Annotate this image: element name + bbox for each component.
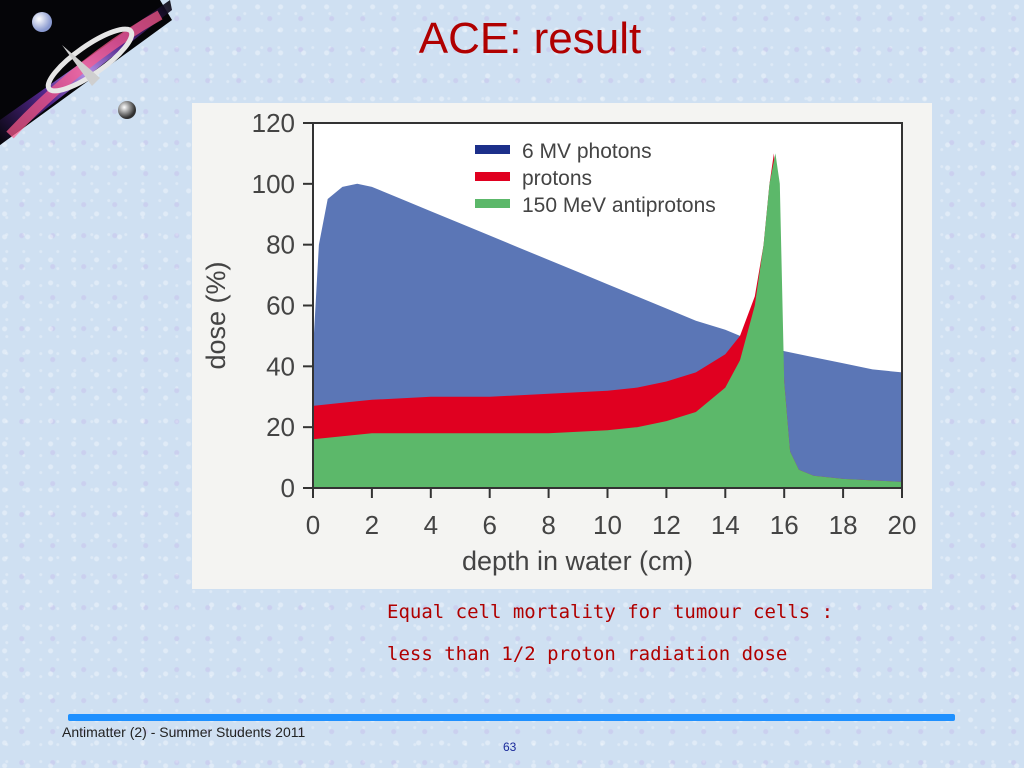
x-tick-label-16: 16	[770, 510, 799, 540]
slide-title: ACE: result	[418, 14, 642, 63]
y-tick-label-80: 80	[266, 230, 295, 260]
x-tick-label-2: 2	[365, 510, 379, 540]
legend-label-3: 150 MeV antiprotons	[522, 194, 716, 217]
y-tick-label-120: 120	[252, 108, 295, 138]
y-axis-label: dose (%)	[201, 261, 231, 369]
x-axis-label: depth in water (cm)	[462, 546, 693, 576]
x-tick-label-6: 6	[482, 510, 496, 540]
x-tick-label-14: 14	[711, 510, 740, 540]
y-tick-label-100: 100	[252, 169, 295, 199]
x-tick-label-18: 18	[829, 510, 858, 540]
caption-line-1: Equal cell mortality for tumour cells :	[387, 601, 834, 623]
chart-svg: 0 20 40 60 80 100 120 0 2 4 6 8 10 12 14 16 18 20 depth in…	[201, 108, 917, 576]
x-tick-label-12: 12	[652, 510, 681, 540]
x-tick-label-0: 0	[306, 510, 320, 540]
y-tick-label-40: 40	[266, 351, 295, 381]
legend-swatch-3	[475, 199, 510, 208]
logo-image	[0, 0, 172, 145]
caption-line-2: less than 1/2 proton radiation dose	[387, 643, 788, 665]
footer-text: Antimatter (2) - Summer Students 2011	[62, 724, 306, 740]
x-tick-label-10: 10	[593, 510, 622, 540]
y-tick-label-60: 60	[266, 291, 295, 321]
y-tick-label-0: 0	[281, 473, 295, 503]
x-tick-label-20: 20	[888, 510, 917, 540]
legend-swatch-2	[475, 172, 510, 181]
antiprotons-area	[313, 153, 902, 488]
x-tick-label-8: 8	[541, 510, 555, 540]
legend-label-2: protons	[522, 167, 592, 190]
footer-divider	[68, 714, 955, 721]
dose-depth-chart: 0 20 40 60 80 100 120 0 2 4 6 8 10 12 14 16 18 20 depth in…	[192, 103, 932, 589]
legend-label-1: 6 MV photons	[522, 140, 652, 163]
y-tick-label-20: 20	[266, 412, 295, 442]
legend-swatch-1	[475, 145, 510, 154]
x-tick-label-4: 4	[424, 510, 438, 540]
page-number: 63	[503, 740, 517, 754]
